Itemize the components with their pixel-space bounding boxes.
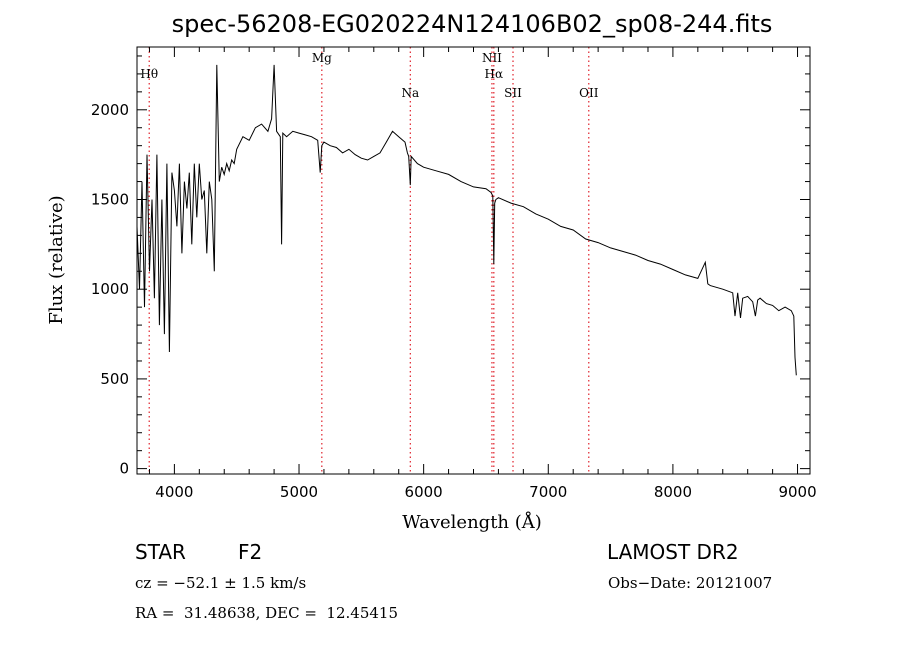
x-tick-label: 4000: [155, 483, 193, 501]
object-class: STAR: [135, 540, 186, 564]
x-tick-label: 5000: [280, 483, 318, 501]
spectrum-line: [136, 64, 797, 376]
spectral-line-label: Hθ: [140, 67, 158, 81]
object-subclass: F2: [238, 540, 263, 564]
x-tick-label: 6000: [405, 483, 443, 501]
redshift-text: cz = −52.1 ± 1.5 km/s: [135, 574, 307, 592]
y-axis-label: Flux (relative): [46, 195, 67, 324]
spectral-line-label: NII: [482, 51, 502, 65]
chart-title: spec-56208-EG020224N124106B02_sp08-244.f…: [172, 10, 773, 38]
obs-date: Obs−Date: 20121007: [608, 574, 773, 592]
spectral-line-label: Na: [401, 86, 419, 100]
y-tick-label: 1000: [91, 280, 129, 298]
x-axis: 4000 5000 6000 7000 8000 9000: [148, 47, 817, 501]
series-layer: [136, 64, 797, 376]
y-tick-label: 2000: [91, 101, 129, 119]
y-tick-label: 500: [100, 370, 129, 388]
spectral-line-label: Mg: [312, 51, 332, 65]
y-tick-label: 1500: [91, 191, 129, 209]
plot-frame: [136, 46, 811, 475]
spectral-line-label: OII: [579, 86, 599, 100]
y-tick-label: 0: [119, 460, 129, 478]
survey-name: LAMOST DR2: [607, 540, 739, 564]
spectral-line-label: SII: [504, 86, 522, 100]
x-tick-label: 9000: [778, 483, 816, 501]
y-axis: 0 500 1000 1500 2000: [91, 55, 810, 478]
x-tick-label: 8000: [654, 483, 692, 501]
coordinates: RA = 31.48638, DEC = 12.45415: [135, 604, 399, 622]
spectral-line-label: Hα: [485, 67, 504, 81]
x-tick-label: 7000: [529, 483, 567, 501]
x-axis-label: Wavelength (Å): [402, 511, 542, 533]
